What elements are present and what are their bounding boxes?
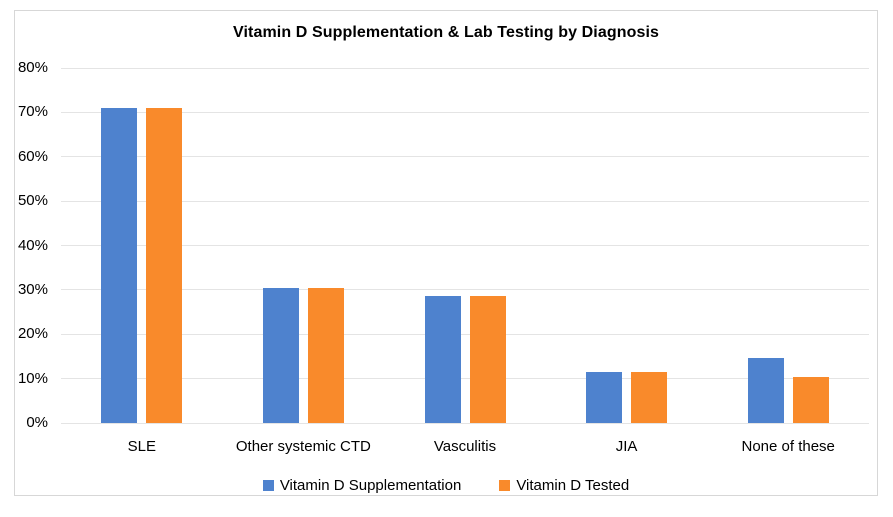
gridline <box>61 333 869 335</box>
bar-vitamin-d-supplementation-none-of-these <box>747 357 784 423</box>
y-tick-label: 0% <box>26 414 48 431</box>
bar-vitamin-d-tested-sle <box>146 107 183 423</box>
chart-title: Vitamin D Supplementation & Lab Testing … <box>233 24 659 41</box>
x-category-label: SLE <box>127 438 156 455</box>
y-tick-label: 80% <box>17 59 48 76</box>
y-tick-label: 30% <box>17 280 48 298</box>
legend: Vitamin D Supplementation Vitamin D Teste… <box>15 477 877 494</box>
bar-vitamin-d-tested-vasculitis <box>469 295 506 423</box>
gridline <box>61 378 869 380</box>
y-tick-label: 40% <box>17 236 48 254</box>
chart-frame: Vitamin D Supplementation & Lab Testing … <box>14 10 878 496</box>
legend-swatch-icon <box>499 480 511 491</box>
y-tick-label: 10% <box>17 369 48 387</box>
bar-vitamin-d-supplementation-jia <box>586 371 623 423</box>
y-tick-label: 20% <box>17 325 48 343</box>
bar-vitamin-d-supplementation-vasculitis <box>424 295 461 423</box>
gridline <box>61 289 869 291</box>
gridline <box>61 111 869 113</box>
legend-entry: Vitamin D Supplementation <box>262 477 462 494</box>
x-category-label: None of these <box>741 438 835 455</box>
legend-label: Vitamin D Supplementation <box>279 477 462 494</box>
legend-entry: Vitamin D Tested <box>499 477 629 494</box>
gridline <box>61 245 869 246</box>
gridline <box>61 156 869 158</box>
legend-label: Vitamin D Tested <box>516 477 630 494</box>
x-category-label: Vasculitis <box>433 438 497 455</box>
legend-swatch-icon <box>262 480 274 491</box>
y-tick-label: 50% <box>17 192 48 210</box>
bar-vitamin-d-tested-jia <box>631 371 668 423</box>
bar-vitamin-d-supplementation-sle <box>101 107 138 423</box>
x-category-label: JIA <box>615 438 638 455</box>
plot-area <box>61 67 869 424</box>
gridline <box>61 422 869 424</box>
gridline <box>61 67 869 69</box>
gridline <box>61 200 869 202</box>
y-tick-label: 70% <box>17 103 48 121</box>
x-category-label: Other systemic CTD <box>235 438 371 455</box>
bar-vitamin-d-supplementation-other-systemic-ctd <box>262 287 299 423</box>
bar-vitamin-d-tested-none-of-these <box>792 376 829 423</box>
y-tick-label: 60% <box>17 147 48 165</box>
bar-vitamin-d-tested-other-systemic-ctd <box>307 287 344 423</box>
